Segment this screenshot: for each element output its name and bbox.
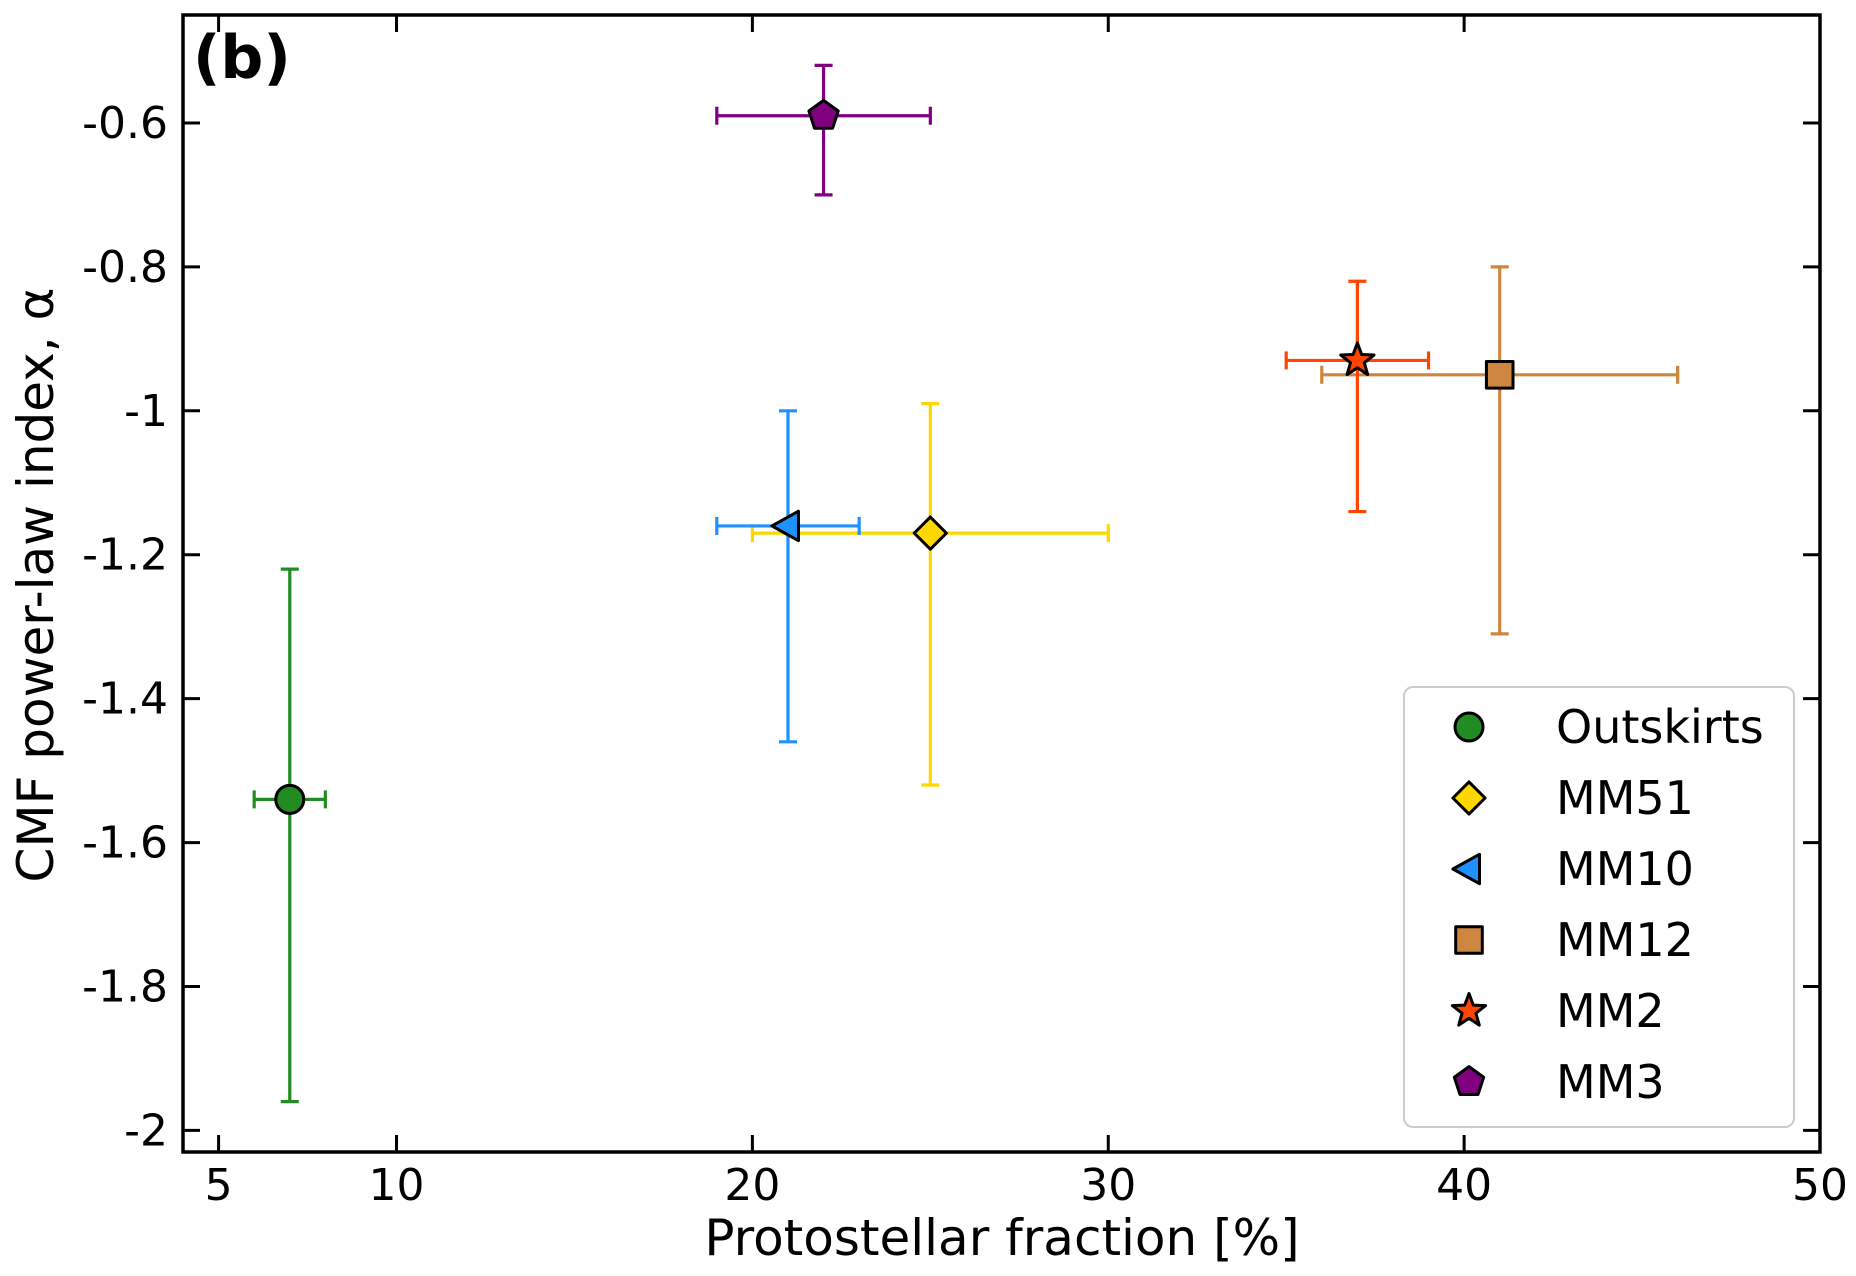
y-tick-label: -1.6 xyxy=(82,818,168,869)
y-tick-label: -1.4 xyxy=(82,674,168,725)
data-point-mm51 xyxy=(912,515,948,551)
data-point-mm3 xyxy=(807,98,840,130)
legend-label: MM51 xyxy=(1556,771,1694,825)
legend-item-mm3: MM3 xyxy=(1452,1055,1665,1109)
y-tick-label: -0.8 xyxy=(82,242,168,293)
y-tick-label: -2 xyxy=(124,1105,168,1156)
legend-marker xyxy=(1450,992,1488,1027)
y-tick-label: -1.2 xyxy=(82,530,168,581)
x-tick-label: 10 xyxy=(369,1160,425,1211)
legend-marker xyxy=(1452,1065,1486,1096)
x-tick-label: 5 xyxy=(205,1160,233,1211)
y-tick-label: -1 xyxy=(124,386,168,437)
legend-items: Outskirts MM51 MM10 MM12 MM2 MM3 xyxy=(1450,700,1764,1109)
legend-label: Outskirts xyxy=(1556,700,1764,754)
series-outskirts xyxy=(252,567,327,1104)
series-mm3 xyxy=(715,63,932,197)
legend-label: MM12 xyxy=(1556,913,1694,967)
plot-frame xyxy=(181,13,1822,1154)
x-tick-label: 20 xyxy=(724,1160,780,1211)
legend-item-mm2: MM2 xyxy=(1450,984,1665,1038)
series-mm51 xyxy=(750,401,1110,787)
legend-item-mm10: MM10 xyxy=(1451,842,1694,896)
data-point-mm10 xyxy=(770,509,800,543)
legend: Outskirts MM51 MM10 MM12 MM2 MM3 xyxy=(1403,686,1795,1128)
x-axis-label: Protostellar fraction [%] xyxy=(704,1209,1299,1267)
legend-label: MM10 xyxy=(1556,842,1694,896)
data-point-outskirts xyxy=(274,783,306,815)
y-tick-label: -1.8 xyxy=(82,961,168,1012)
series-mm10 xyxy=(715,409,861,744)
series-mm12 xyxy=(1320,265,1680,636)
data-point-mm12 xyxy=(1484,360,1515,390)
series-mm2 xyxy=(1284,279,1431,514)
legend-item-mm12: MM12 xyxy=(1454,913,1694,967)
ticks: 5 10 20 30 40 50 -0.6 -0.8 -1 -1.2 -1.4 -1.6 -1.8 -2 xyxy=(82,15,1848,1211)
legend-label: MM2 xyxy=(1556,984,1665,1038)
legend-item-outskirts: Outskirts xyxy=(1453,700,1764,754)
y-tick-label: -0.6 xyxy=(82,98,168,149)
legend-item-mm51: MM51 xyxy=(1451,771,1694,825)
x-tick-label: 50 xyxy=(1792,1160,1848,1211)
legend-marker xyxy=(1451,780,1487,816)
legend-marker xyxy=(1453,711,1485,743)
panel-label: (b) xyxy=(193,23,291,93)
x-tick-label: 30 xyxy=(1080,1160,1136,1211)
legend-marker xyxy=(1454,925,1484,955)
y-axis-label: CMF power-law index, α xyxy=(7,288,65,883)
legend-marker xyxy=(1451,852,1481,886)
legend-frame xyxy=(1403,686,1795,1128)
data-point-mm2 xyxy=(1339,341,1376,377)
data-series xyxy=(252,63,1680,1104)
x-tick-label: 40 xyxy=(1436,1160,1492,1211)
legend-label: MM3 xyxy=(1556,1055,1665,1109)
